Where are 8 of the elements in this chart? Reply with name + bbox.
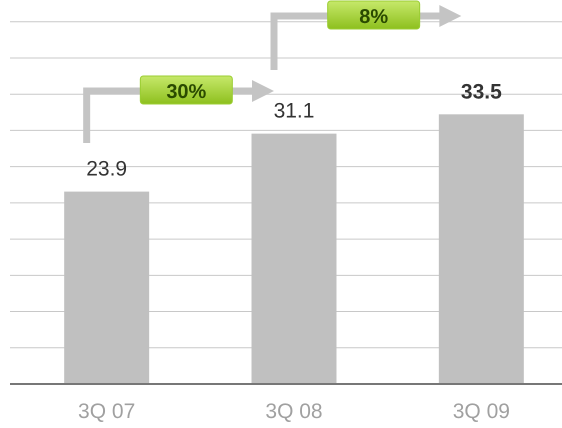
data-label: 33.5 <box>460 80 502 104</box>
data-label: 23.9 <box>86 158 128 181</box>
annotation: 8% <box>359 6 388 28</box>
annotation: 30% <box>166 81 207 103</box>
x-tick-label: 3Q 08 <box>265 400 323 423</box>
data-label: 31.1 <box>274 100 314 123</box>
x-tick-label: 3Q 09 <box>452 400 510 423</box>
x-tick-label: 3Q 07 <box>78 400 136 423</box>
